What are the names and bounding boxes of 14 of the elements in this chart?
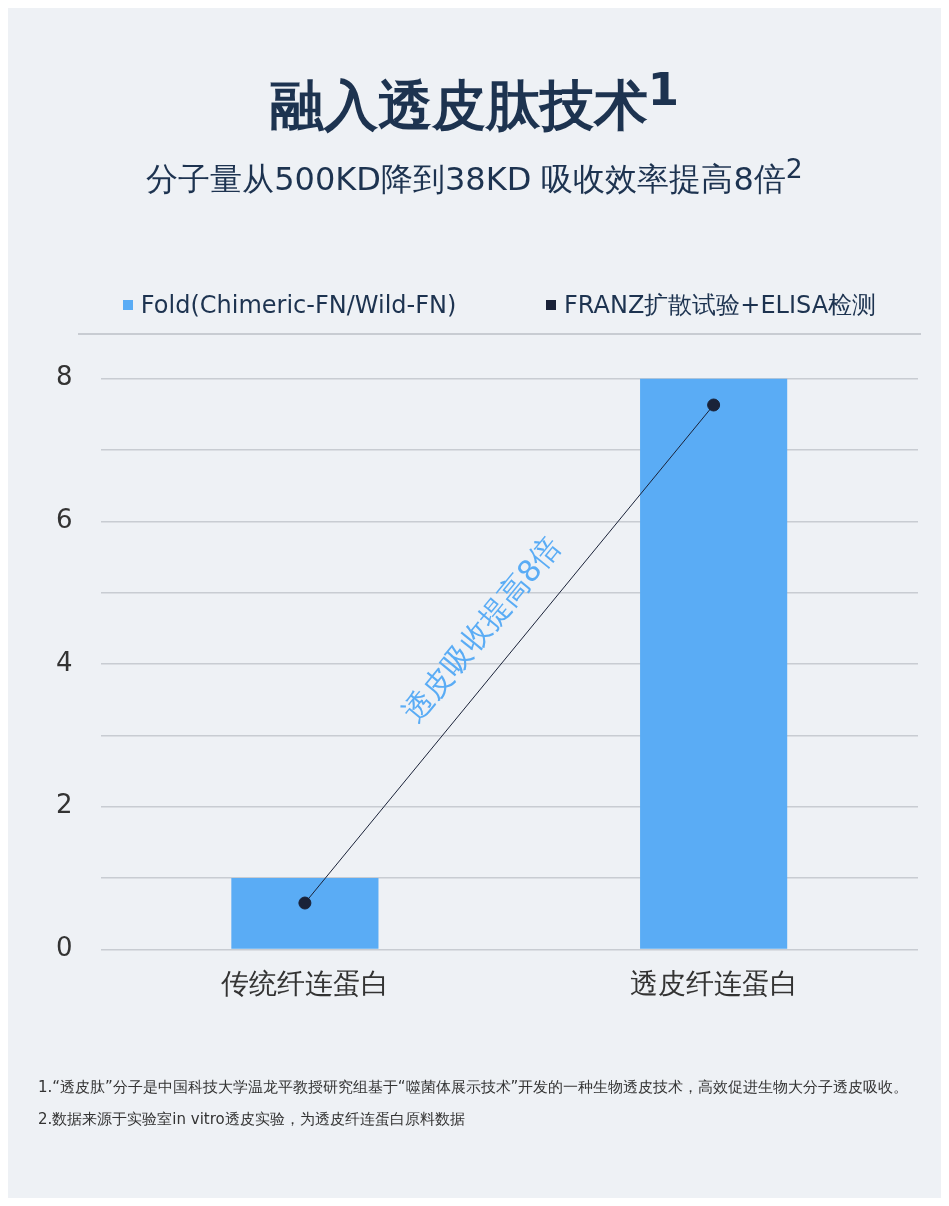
text: 2.数据来源于实验室in vitro透皮实验，为透皮纤连蛋白原料数据 [38,1108,466,1130]
chart-subtitle: 分子量从500KD降到38KD 吸收效率提高8倍$^{2}$ [145,153,804,200]
chart-title: 融入透皮肽技术$^{1}$ [268,63,681,139]
y-tick-label: 6 [56,503,73,534]
y-tick-label: 0 [56,931,73,962]
annotation: 透皮吸收提高8倍 [395,528,568,729]
y-tick-label: 4 [56,646,73,677]
x-tick-label: 传统纤连蛋白 [220,967,389,1001]
y-tick-label: 2 [56,789,73,820]
y-tick-label: 8 [56,361,73,392]
legend-label: Fold(Chimeric-FN/Wild-FN) [140,290,457,319]
text: 1.“透皮肽”分子是中国科技大学温龙平教授研究组基于“噬菌体展示技术”开发的一种生物透皮技术，高效促进生物大分子透皮吸收。 [38,1076,910,1098]
x-tick-label: 透皮纤连蛋白 [629,967,798,1001]
legend-label: FRANZ扩散试验+ELISA检测 [564,289,877,321]
